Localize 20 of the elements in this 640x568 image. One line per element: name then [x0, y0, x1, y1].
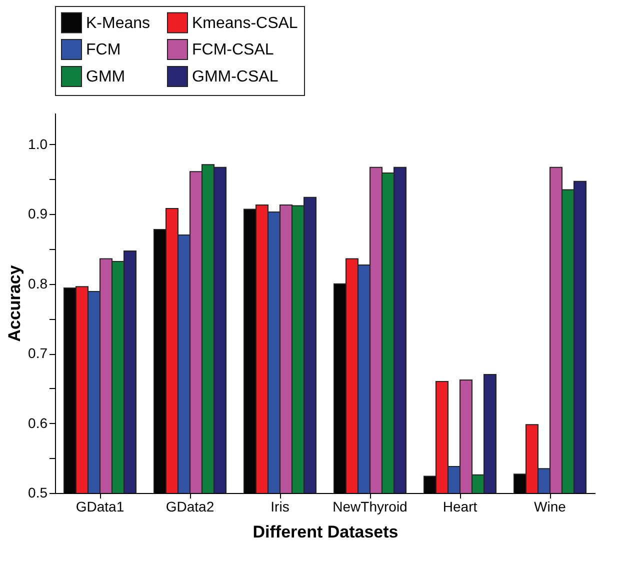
- y-tick-label: 0.9: [28, 206, 48, 222]
- y-tick-label: 1.0: [28, 136, 48, 152]
- legend-label: GMM-CSAL: [192, 68, 278, 86]
- y-tick-label: 0.6: [28, 414, 48, 431]
- y-tick-label: 0.7: [28, 345, 48, 362]
- legend-label: FCM: [86, 42, 121, 58]
- y-tick-label: 0.8: [28, 275, 48, 292]
- x-tick-label: Wine: [534, 498, 566, 514]
- x-tick-label: NewThyroid: [332, 498, 408, 514]
- x-axis-title: Different Datasets: [252, 522, 398, 542]
- legend-label: GMM: [86, 68, 126, 86]
- legend-label: K-Means: [86, 14, 150, 32]
- y-axis-title: Accuracy: [5, 264, 24, 342]
- x-tick-label: GData1: [76, 498, 124, 514]
- legend-label: Kmeans-CSAL: [192, 14, 298, 32]
- y-tick-label: 0.5: [28, 484, 48, 500]
- legend-label: FCM-CSAL: [192, 42, 274, 58]
- x-tick-label: GData2: [166, 498, 214, 514]
- x-tick-label: Heart: [442, 498, 478, 514]
- x-tick-label: Iris: [270, 498, 290, 514]
